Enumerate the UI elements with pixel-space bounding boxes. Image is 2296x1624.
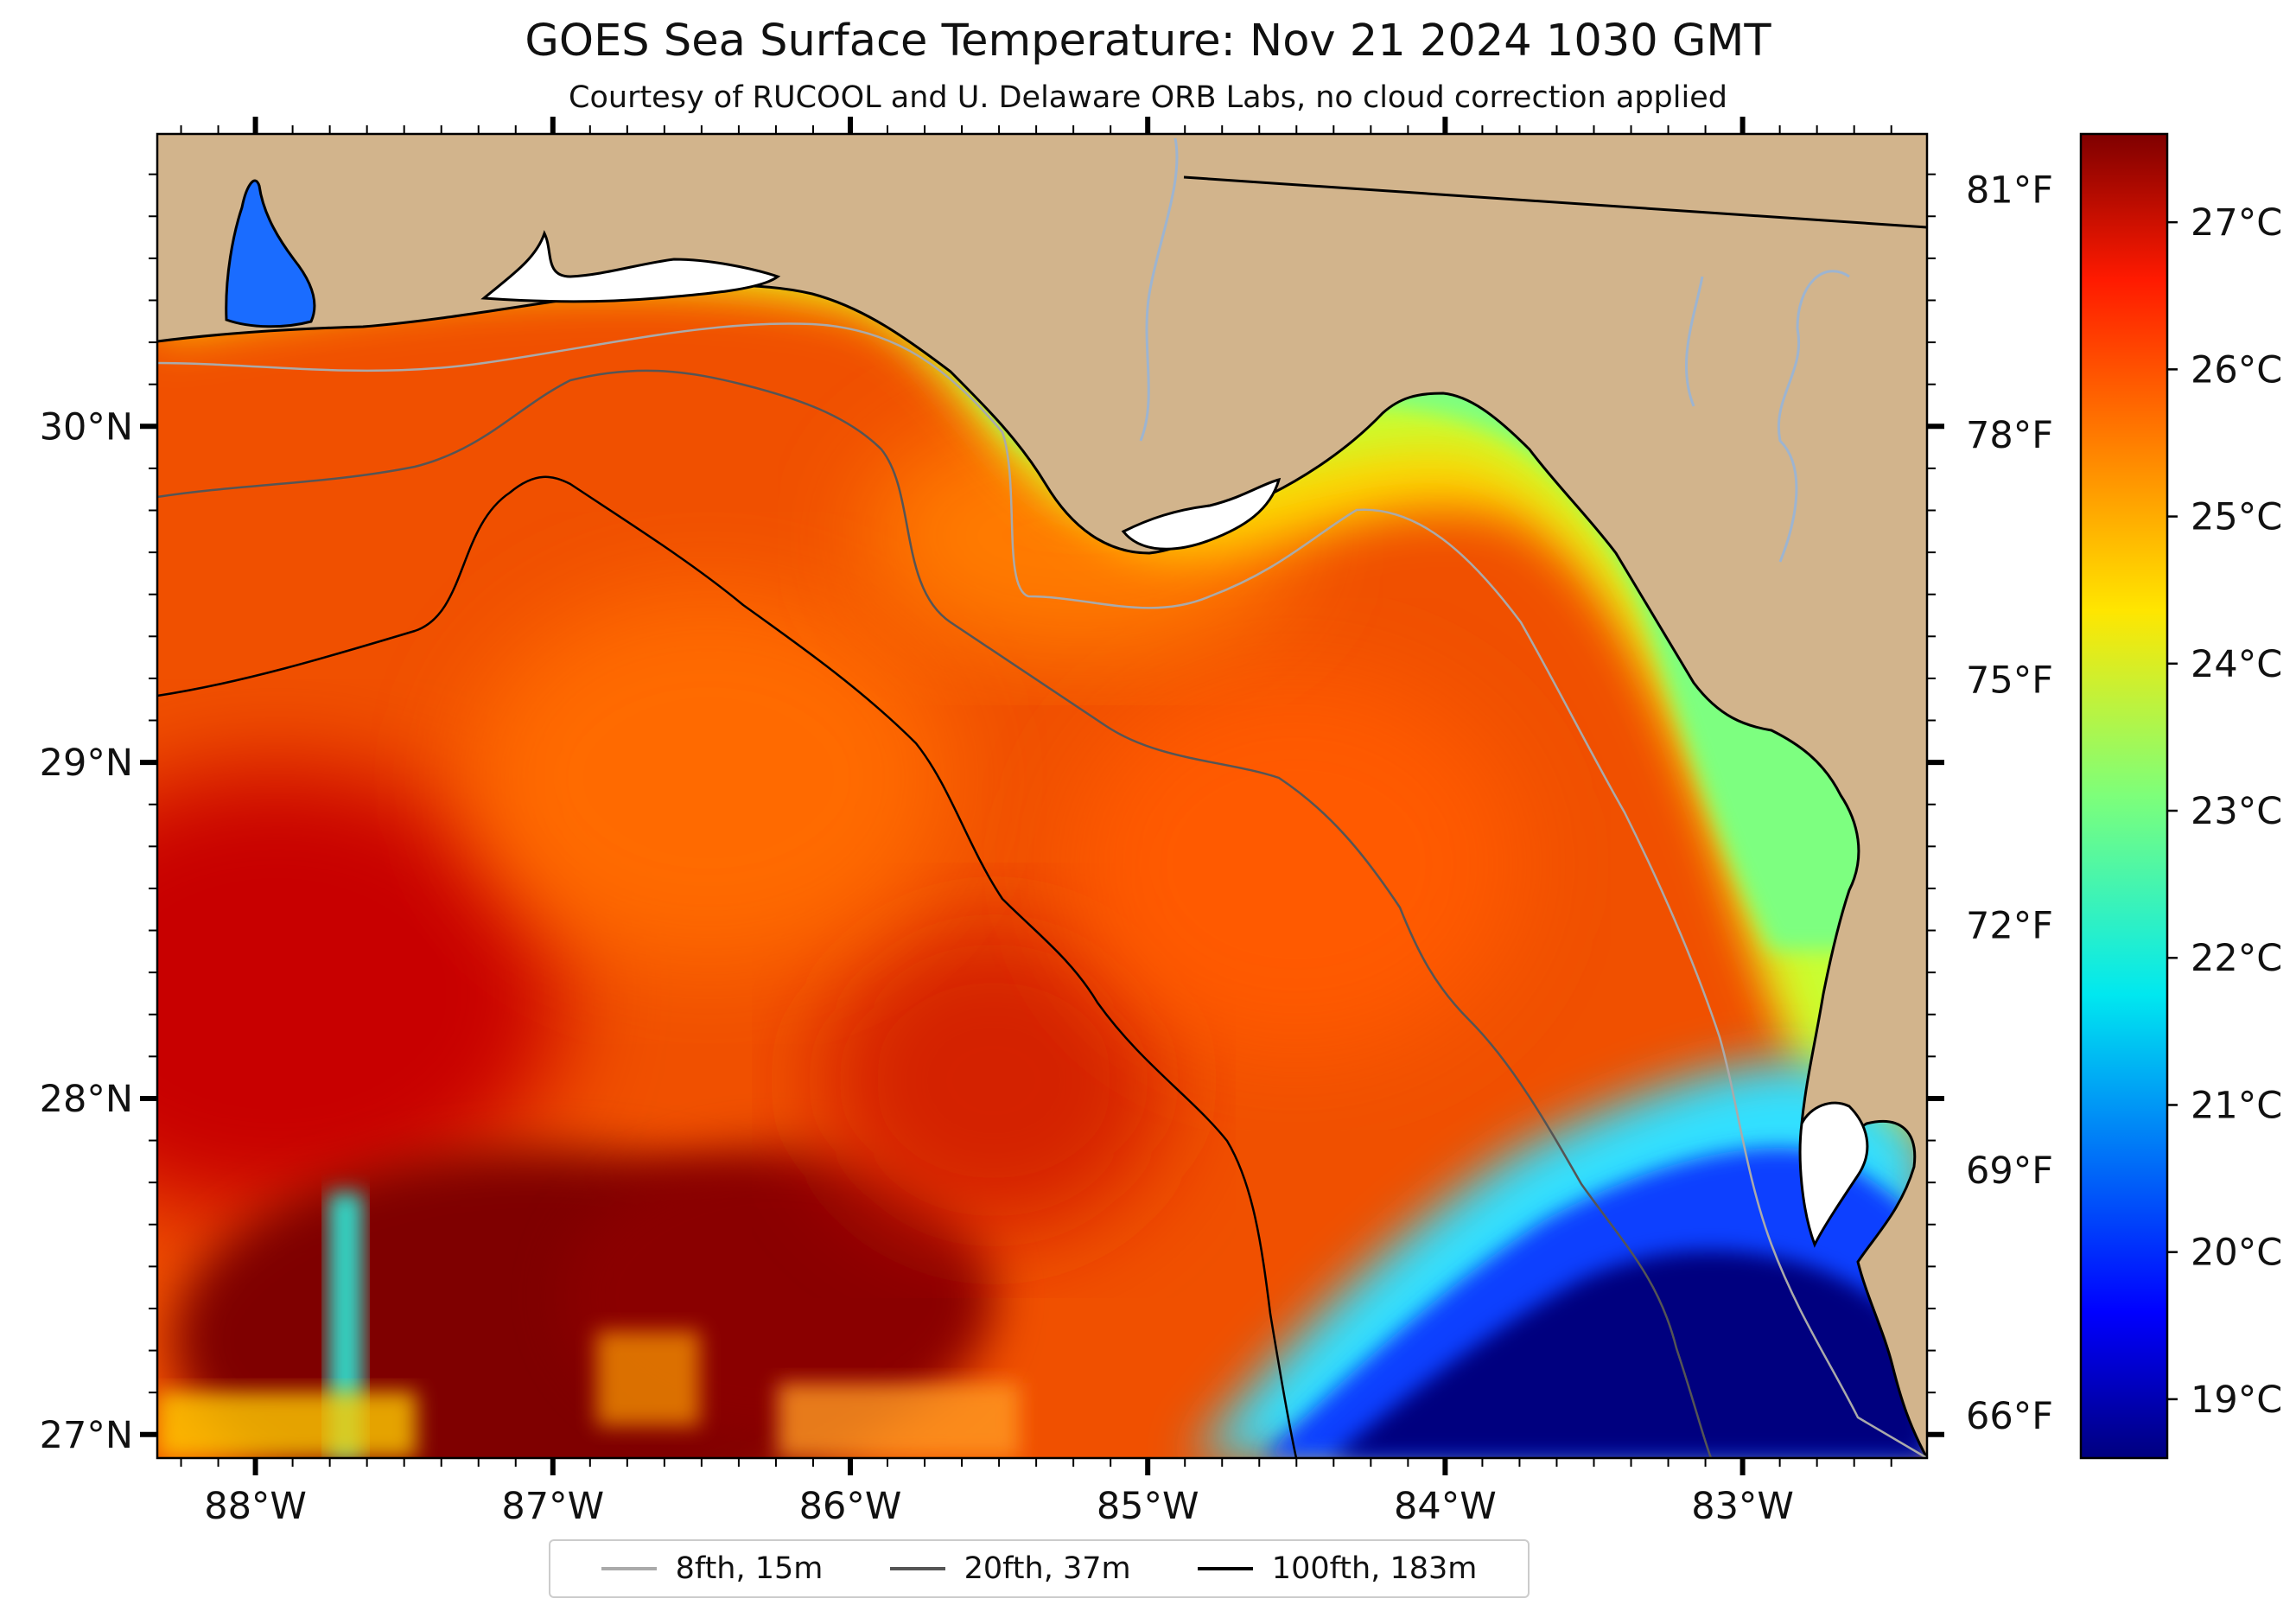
fahrenheit-tick-label: 66°F (1966, 1395, 2053, 1438)
isobath-8fth (156, 322, 1928, 1460)
lon-tick-label: 87°W (501, 1485, 604, 1528)
lat-tick-label: 29°N (40, 742, 133, 785)
pensacola-bay (480, 230, 781, 303)
legend-item-8fth: 8fth, 15m (601, 1551, 824, 1586)
lon-tick-label: 88°W (204, 1485, 307, 1528)
isobath-20fth (156, 369, 1713, 1459)
fahrenheit-tick-label: 75°F (1966, 659, 2053, 703)
apalachicola-bay (1121, 477, 1282, 551)
lon-tick-label: 84°W (1394, 1485, 1497, 1528)
legend-item-20fth: 20fth, 37m (889, 1551, 1131, 1586)
axis-ticks: 88°W 87°W 86°W 85°W 84°W 83°W 27°N 28°N 29°N 30°N… (40, 117, 2053, 1528)
colorbar-tick-label: 27°C (2191, 201, 2282, 245)
legend-label-8fth: 8fth, 15m (675, 1551, 824, 1586)
isobath-100fth (156, 475, 1298, 1459)
fahrenheit-tick-label: 81°F (1966, 169, 2053, 212)
lat-tick-label: 27°N (40, 1414, 133, 1457)
legend-line-8fth (601, 1567, 657, 1570)
lat-tick-label: 30°N (40, 405, 133, 449)
lon-tick-label: 85°W (1097, 1485, 1199, 1528)
colorbar-tick-label: 22°C (2191, 937, 2282, 980)
isobath-legend: 8fth, 15m 20fth, 37m 100fth, 183m (549, 1539, 1530, 1598)
rivers (1139, 137, 1850, 563)
legend-item-100fth: 100fth, 183m (1197, 1551, 1478, 1586)
colorbar (2079, 132, 2169, 1460)
colorbar-ticks: 19°C 20°C 21°C 22°C 23°C 24°C 25°C 26°C 27°C (2167, 201, 2282, 1422)
chart-subtitle: Courtesy of RUCOOL and U. Delaware ORB L… (569, 80, 1727, 115)
map-frame (156, 132, 1929, 1460)
land-north (157, 134, 1927, 1458)
lon-tick-label: 83°W (1691, 1485, 1794, 1528)
tampa-bay (1798, 1101, 1869, 1248)
colorbar-tick-label: 19°C (2191, 1379, 2282, 1422)
legend-line-20fth (889, 1567, 945, 1570)
coastline (156, 283, 1929, 1459)
lon-tick-label: 86°W (799, 1485, 902, 1528)
colorbar-tick-label: 26°C (2191, 348, 2282, 392)
fahrenheit-tick-label: 78°F (1966, 414, 2053, 457)
mobile-bay (225, 179, 316, 328)
fahrenheit-tick-label: 69°F (1966, 1150, 2053, 1193)
colorbar-tick-label: 24°C (2191, 643, 2282, 686)
colorbar-tick-label: 25°C (2191, 496, 2282, 539)
colorbar-tick-label: 20°C (2191, 1232, 2282, 1275)
fahrenheit-tick-label: 72°F (1966, 904, 2053, 947)
colorbar-tick-label: 23°C (2191, 790, 2282, 833)
legend-label-100fth: 100fth, 183m (1271, 1551, 1478, 1586)
legend-label-20fth: 20fth, 37m (964, 1551, 1131, 1586)
legend-line-100fth (1197, 1567, 1253, 1570)
lat-tick-label: 28°N (40, 1078, 133, 1121)
colorbar-tick-label: 21°C (2191, 1084, 2282, 1127)
state-border (1183, 175, 1928, 229)
chart-title: GOES Sea Surface Temperature: Nov 21 202… (525, 16, 1771, 67)
